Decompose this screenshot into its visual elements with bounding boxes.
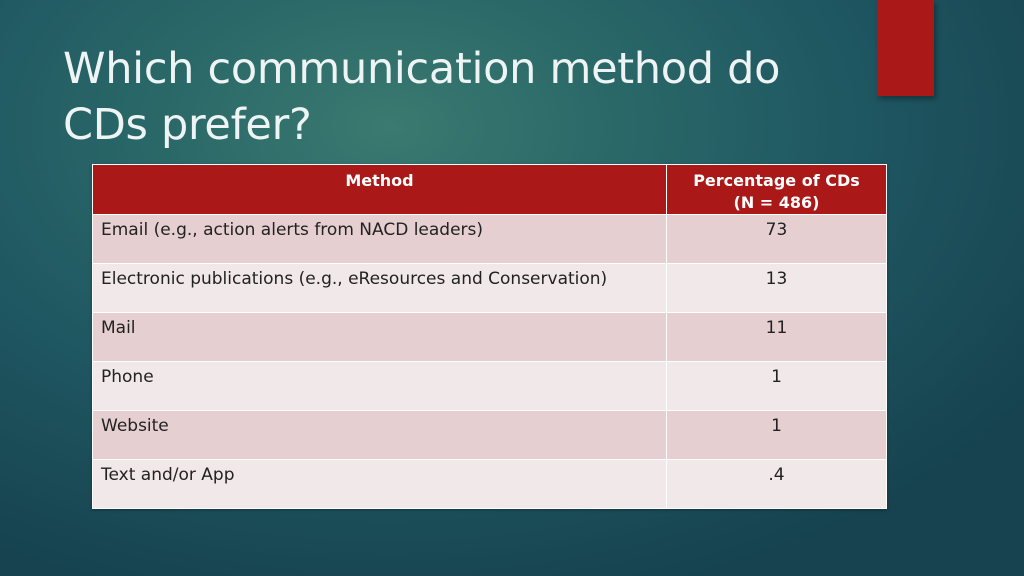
header-method: Method — [92, 164, 667, 215]
table-row: Phone 1 — [92, 361, 887, 411]
percentage-cell: 1 — [666, 361, 887, 411]
header-percentage: Percentage of CDs (N = 486) — [666, 164, 887, 215]
header-percentage-label: Percentage of CDs — [693, 171, 860, 190]
method-cell: Text and/or App — [92, 459, 667, 509]
title-line-1: Which communication method do — [63, 44, 781, 94]
method-cell: Website — [92, 410, 667, 460]
slide-title: Which communication method do CDs prefer… — [63, 41, 863, 153]
table-row: Electronic publications (e.g., eResource… — [92, 263, 887, 313]
percentage-cell: 13 — [666, 263, 887, 313]
table-row: Mail 11 — [92, 312, 887, 362]
percentage-cell: 11 — [666, 312, 887, 362]
table-header-row: Method Percentage of CDs (N = 486) — [92, 164, 887, 215]
method-cell: Mail — [92, 312, 667, 362]
preference-table: Method Percentage of CDs (N = 486) Email… — [92, 164, 887, 509]
method-cell: Email (e.g., action alerts from NACD lea… — [92, 214, 667, 264]
header-sample-size: (N = 486) — [733, 193, 820, 212]
percentage-cell: 1 — [666, 410, 887, 460]
percentage-cell: 73 — [666, 214, 887, 264]
accent-bar — [877, 0, 934, 96]
table-row: Website 1 — [92, 410, 887, 460]
percentage-cell: .4 — [666, 459, 887, 509]
table-row: Text and/or App .4 — [92, 459, 887, 509]
table-row: Email (e.g., action alerts from NACD lea… — [92, 214, 887, 264]
method-cell: Electronic publications (e.g., eResource… — [92, 263, 667, 313]
title-line-2: CDs prefer? — [63, 100, 312, 150]
method-cell: Phone — [92, 361, 667, 411]
